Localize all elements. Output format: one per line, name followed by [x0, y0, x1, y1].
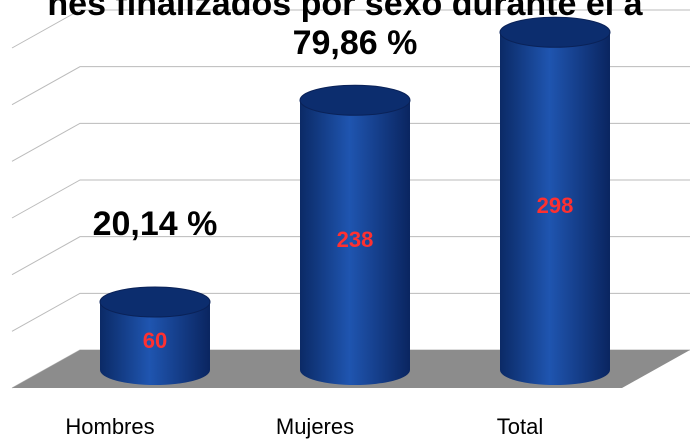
- grid: [11, 9, 690, 389]
- grid-line: [11, 9, 690, 49]
- cylinder-top: [99, 286, 211, 318]
- value-label: 298: [537, 193, 574, 218]
- annotation: 79,86 %: [293, 24, 418, 62]
- grid-line: [11, 236, 690, 276]
- cylinder-top: [299, 84, 411, 116]
- value-label: 60: [143, 328, 167, 353]
- bar: [299, 84, 411, 385]
- bar: [99, 286, 211, 385]
- x-tick-label: Total: [497, 414, 543, 439]
- chart-title: nes finalizados por sexo durante el a: [47, 0, 643, 23]
- cylinder-top: [499, 16, 611, 48]
- bars: 60 238 298: [99, 16, 611, 386]
- grid-line: [11, 179, 690, 219]
- x-tick-label: Mujeres: [276, 414, 354, 439]
- x-tick-label: Hombres: [65, 414, 154, 439]
- grid-line: [11, 292, 690, 332]
- cylinder-body: [100, 302, 210, 385]
- bar: [499, 16, 611, 386]
- grid-line: [11, 122, 690, 162]
- cylinder-body: [300, 100, 410, 385]
- annotation: 20,14 %: [93, 205, 218, 243]
- cylinder-body: [500, 32, 610, 386]
- value-label: 238: [337, 227, 374, 252]
- grid-line: [11, 66, 690, 106]
